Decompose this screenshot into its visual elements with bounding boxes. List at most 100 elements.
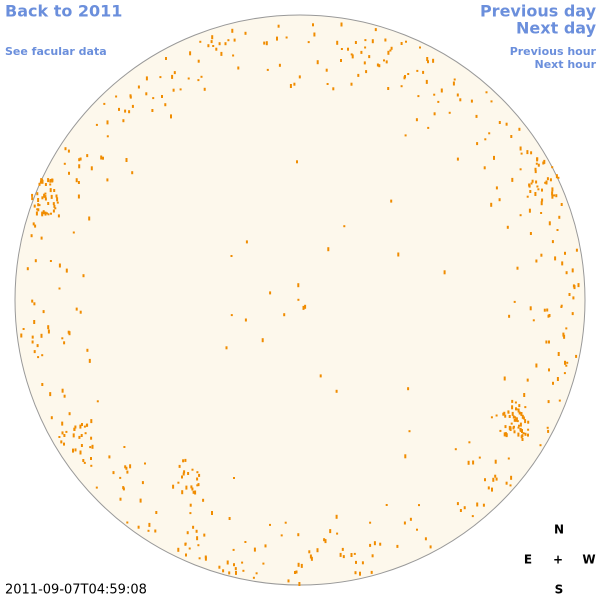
facula — [325, 68, 328, 72]
facula — [61, 421, 64, 426]
facula — [233, 563, 235, 567]
facula — [409, 517, 412, 521]
facula — [161, 95, 163, 98]
facula — [67, 330, 70, 334]
facula — [192, 525, 195, 529]
facula — [181, 490, 184, 495]
facula — [342, 555, 345, 559]
facula — [575, 354, 578, 358]
facula — [368, 55, 371, 59]
back-year-link[interactable]: Back to 2011 — [5, 2, 122, 21]
facula — [554, 256, 557, 261]
facula — [495, 414, 498, 417]
facula — [484, 138, 487, 141]
facula — [324, 539, 327, 544]
facula — [298, 582, 301, 586]
facula — [79, 450, 82, 455]
facula — [547, 314, 550, 318]
facula — [558, 215, 561, 219]
facula — [220, 51, 223, 56]
facula — [519, 427, 522, 432]
facula — [210, 40, 213, 44]
facula — [509, 426, 512, 429]
facula — [22, 328, 25, 330]
facula — [44, 197, 47, 201]
facula — [304, 304, 307, 309]
facula — [125, 158, 128, 162]
facula — [211, 511, 213, 515]
facula — [186, 531, 189, 535]
facula — [78, 435, 81, 439]
facula — [535, 259, 538, 263]
facula — [340, 59, 342, 62]
facula — [316, 548, 319, 553]
facula — [548, 340, 550, 344]
facula — [387, 50, 390, 55]
facula — [519, 146, 522, 151]
facula — [52, 202, 55, 206]
facula — [47, 329, 50, 334]
facula — [350, 82, 353, 86]
facula — [139, 498, 142, 503]
facula — [49, 188, 52, 193]
next-day-link[interactable]: Next day — [516, 19, 597, 38]
facula — [278, 63, 281, 67]
facula — [335, 514, 338, 519]
facula — [530, 151, 533, 155]
facula — [196, 536, 199, 541]
facula — [491, 487, 493, 492]
facula — [332, 87, 335, 91]
previous-day-link[interactable]: Previous day — [480, 2, 597, 21]
facula — [433, 112, 436, 116]
facula — [521, 434, 524, 438]
facula — [80, 444, 83, 447]
previous-hour-link[interactable]: Previous hour — [510, 45, 597, 58]
facula — [36, 344, 39, 348]
facula — [363, 61, 366, 65]
facula — [86, 348, 89, 352]
facula — [80, 434, 83, 437]
facula — [551, 166, 554, 169]
facula — [476, 142, 479, 146]
facula — [199, 40, 202, 43]
compass-center: + — [553, 553, 563, 567]
facula — [263, 41, 266, 45]
facula — [309, 554, 312, 559]
compass-south: S — [555, 583, 564, 597]
next-hour-link[interactable]: Next hour — [535, 58, 597, 71]
facula — [233, 477, 235, 479]
facula — [50, 212, 52, 215]
facula — [543, 308, 546, 312]
facula — [72, 448, 74, 453]
facula — [515, 417, 518, 422]
facula — [265, 41, 268, 46]
facula — [536, 157, 539, 161]
facula — [119, 497, 122, 501]
facula — [172, 88, 175, 92]
facula — [122, 119, 125, 123]
facula — [454, 448, 457, 451]
facula — [558, 399, 561, 402]
facula — [544, 181, 547, 184]
facula — [65, 268, 68, 273]
facula — [546, 308, 549, 312]
facula — [403, 521, 406, 525]
facula — [244, 318, 247, 322]
facula — [37, 198, 40, 202]
facula — [555, 194, 558, 198]
facular-data-link[interactable]: See facular data — [5, 45, 107, 58]
facula — [91, 444, 94, 449]
facula — [403, 76, 406, 80]
facula — [415, 118, 418, 122]
facula — [171, 74, 174, 79]
facula — [488, 132, 491, 135]
facula — [557, 352, 560, 356]
facula — [44, 211, 47, 216]
facula — [463, 506, 466, 510]
facula — [453, 78, 456, 81]
facula — [518, 424, 520, 427]
facula — [400, 85, 403, 88]
facula — [456, 93, 459, 97]
facula — [565, 364, 568, 367]
facula — [81, 423, 83, 426]
